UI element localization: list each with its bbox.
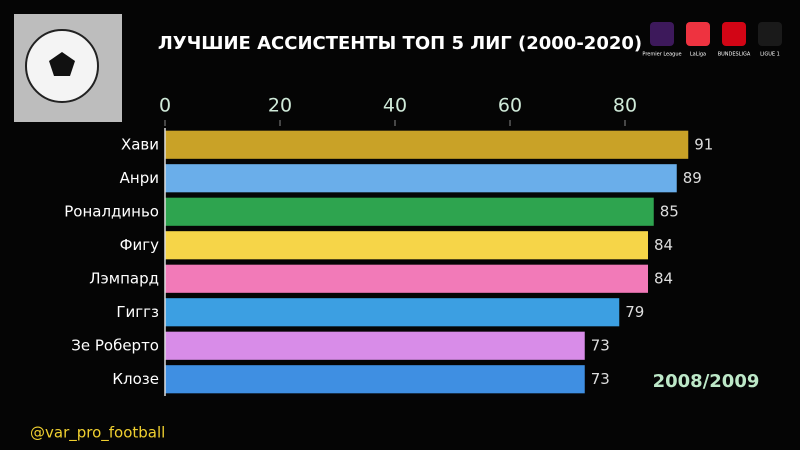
logo-text: LIGUE 1 (760, 52, 780, 58)
value-label: 79 (625, 303, 644, 321)
category-label: Анри (120, 169, 159, 187)
category-label: Лэмпард (89, 269, 159, 287)
bar (165, 365, 585, 394)
bar (165, 298, 620, 327)
category-label: Клозе (112, 370, 159, 388)
chart-title: ЛУЧШИЕ АССИСТЕНТЫ ТОП 5 ЛИГ (2000-2020) (158, 33, 642, 54)
category-label: Гиггз (116, 303, 159, 321)
value-label: 89 (683, 169, 702, 187)
bar (165, 231, 648, 260)
x-tick-label: 80 (613, 95, 637, 117)
bar (165, 197, 654, 226)
ball-patch (49, 52, 75, 76)
category-label: Фигу (120, 236, 160, 254)
logo-text: Premier League (642, 52, 681, 58)
bar (165, 164, 677, 193)
category-label: Зе Роберто (71, 336, 159, 354)
period-label: 2008/2009 (653, 371, 760, 392)
logo-text: BUNDESLIGA (718, 52, 751, 58)
value-label: 73 (591, 336, 610, 354)
value-label: 73 (591, 370, 610, 388)
value-label: 85 (660, 202, 679, 220)
logo-badge (686, 22, 710, 46)
category-label: Хави (121, 135, 159, 153)
value-label: 84 (654, 236, 673, 254)
x-tick-label: 60 (498, 95, 522, 117)
logo-badge (650, 22, 674, 46)
logo-badge (722, 22, 746, 46)
value-label: 91 (694, 135, 713, 153)
value-label: 84 (654, 269, 673, 287)
category-label: Роналдиньо (64, 202, 159, 220)
league-logos: Premier League LaLiga BUNDESLIGA LIGUE 1 (642, 22, 782, 58)
bar (165, 130, 689, 159)
logo-badge (758, 22, 782, 46)
x-tick-label: 0 (159, 95, 171, 117)
bar (165, 264, 648, 293)
logo-text: LaLiga (690, 52, 706, 58)
bar (165, 331, 585, 360)
x-tick-label: 40 (383, 95, 407, 117)
x-tick-label: 20 (268, 95, 292, 117)
watermark: @var_pro_football (30, 424, 165, 443)
